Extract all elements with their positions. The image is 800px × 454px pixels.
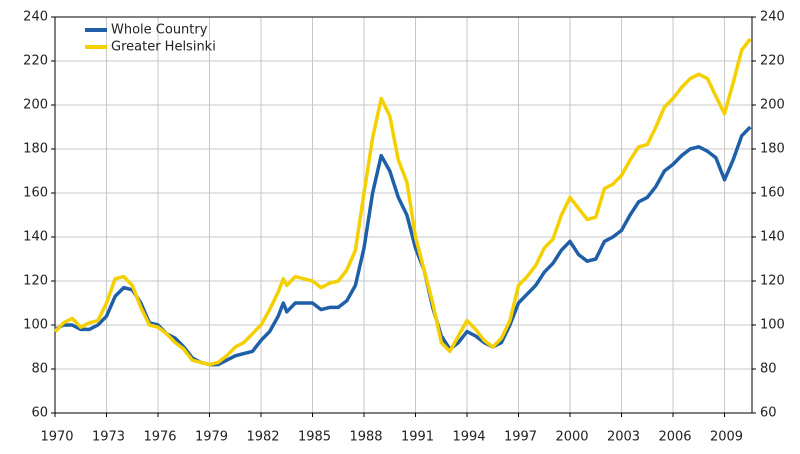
y2-tick-label: 240 bbox=[760, 10, 785, 25]
legend: Whole Country Greater Helsinki bbox=[85, 23, 216, 55]
y-tick-label: 140 bbox=[23, 230, 48, 245]
x-tick-label: 2006 bbox=[658, 430, 691, 445]
x-tick-label: 2000 bbox=[555, 430, 588, 445]
x-tick-label: 1976 bbox=[143, 430, 176, 445]
x-tick-label: 1982 bbox=[246, 430, 279, 445]
x-tick-label: 1970 bbox=[40, 430, 73, 445]
y2-tick-label: 200 bbox=[760, 98, 785, 113]
y2-tick-label: 180 bbox=[760, 142, 785, 157]
legend-label: Whole Country bbox=[111, 23, 208, 38]
series-line bbox=[53, 37, 752, 367]
x-tick-label: 1991 bbox=[401, 430, 434, 445]
y-tick-label: 180 bbox=[23, 142, 48, 157]
x-tick-label: 1985 bbox=[298, 430, 331, 445]
plot-frame bbox=[54, 16, 753, 414]
y-tick-label: 220 bbox=[23, 54, 48, 69]
x-tick-label: 1988 bbox=[349, 430, 382, 445]
series-line bbox=[54, 125, 752, 367]
y2-tick-label: 60 bbox=[760, 406, 777, 421]
x-tick-label: 1994 bbox=[452, 430, 485, 445]
y2-tick-label: 140 bbox=[760, 230, 785, 245]
y-tick-label: 160 bbox=[23, 186, 48, 201]
legend-label: Greater Helsinki bbox=[111, 40, 216, 55]
y2-tick-label: 160 bbox=[760, 186, 785, 201]
y2-tick-label: 220 bbox=[760, 54, 785, 69]
y-tick-label: 240 bbox=[23, 10, 48, 25]
y-tick-label: 120 bbox=[23, 274, 48, 289]
y2-tick-label: 120 bbox=[760, 274, 785, 289]
x-tick-label: 1973 bbox=[92, 430, 125, 445]
y-tick-label: 200 bbox=[23, 98, 48, 113]
y2-tick-label: 100 bbox=[760, 318, 785, 333]
y-tick-label: 80 bbox=[31, 362, 48, 377]
x-tick-label: 1997 bbox=[504, 430, 537, 445]
y-tick-label: 60 bbox=[31, 406, 48, 421]
x-tick-label: 2003 bbox=[607, 430, 640, 445]
x-tick-label: 2009 bbox=[710, 430, 743, 445]
y2-tick-label: 80 bbox=[760, 362, 777, 377]
y-tick-label: 100 bbox=[23, 318, 48, 333]
x-tick-label: 1979 bbox=[195, 430, 228, 445]
